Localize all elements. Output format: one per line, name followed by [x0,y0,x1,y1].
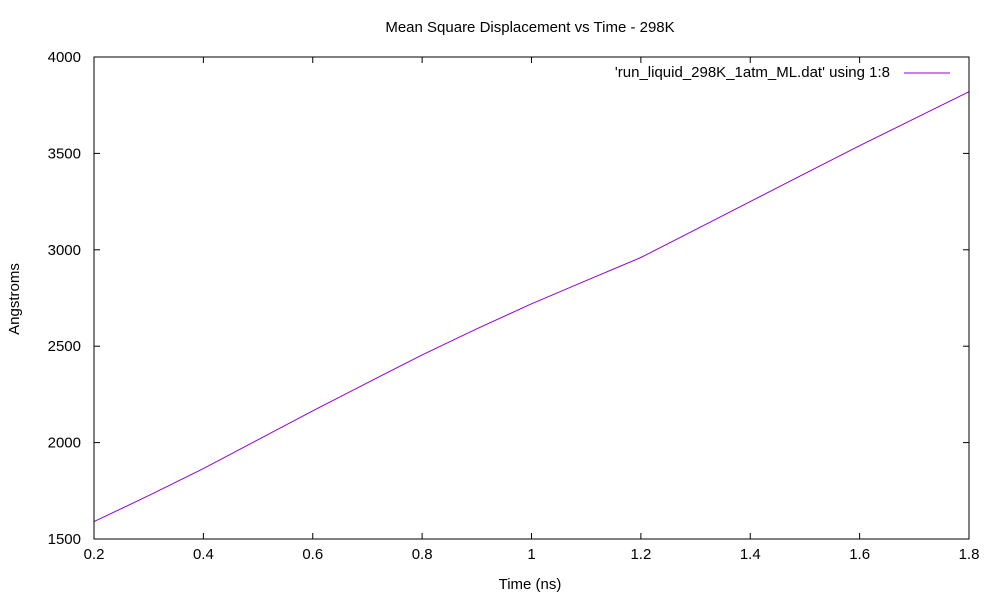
x-tick-label: 1.8 [959,546,980,563]
x-tick-label: 1 [527,546,535,563]
plot-frame [93,56,970,540]
x-axis-label: Time (ns) [499,576,562,593]
x-tick-label: 1.2 [630,546,651,563]
series-layer [93,91,970,523]
x-tick-label: 0.8 [412,546,433,563]
axis-tick-labels: 0.2 0.4 0.6 0.8 1 1.2 1.4 1.6 1.8 1500 2000 2500 300… [48,49,980,563]
legend-label: 'run_liquid_298K_1atm_ML.dat' using 1:8 [615,64,890,81]
y-tick-label: 4000 [48,49,81,66]
y-axis-label: Angstroms [6,263,23,335]
y-tick-label: 3500 [48,145,81,162]
x-tick-label: 0.6 [302,546,323,563]
x-tick-label: 0.4 [193,546,214,563]
y-tick-label: 2000 [48,435,81,452]
axis-ticks [93,56,970,540]
legend: 'run_liquid_298K_1atm_ML.dat' using 1:8 [615,64,950,81]
series-line [93,91,970,523]
x-tick-label: 0.2 [84,546,105,563]
y-tick-label: 1500 [48,531,81,548]
x-tick-label: 1.6 [849,546,870,563]
y-tick-label: 3000 [48,242,81,259]
chart-title: Mean Square Displacement vs Time - 298K [385,19,674,36]
y-tick-label: 2500 [48,338,81,355]
x-tick-label: 1.4 [740,546,761,563]
